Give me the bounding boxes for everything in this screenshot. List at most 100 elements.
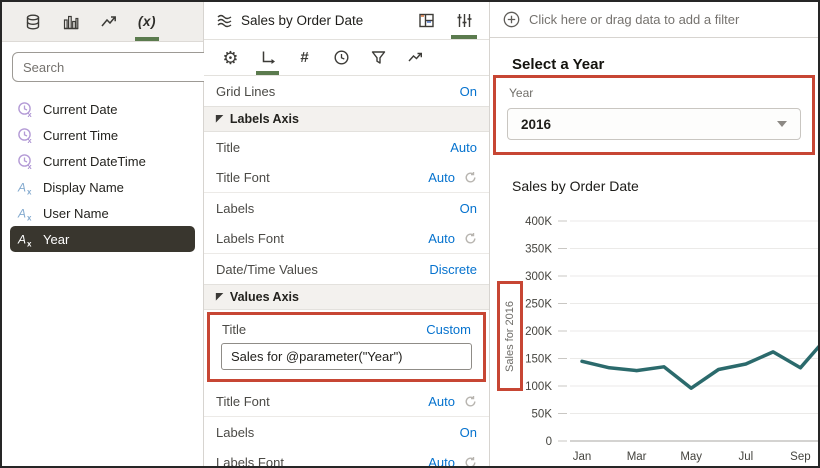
svg-text:Jul: Jul [738, 451, 753, 463]
filter-bar[interactable]: Click here or drag data to add a filter [490, 2, 818, 38]
line-chart: 0 50K 100K 150K 200K 250K 300K 350K 400K Jan Mar Ma… [525, 216, 818, 463]
clock-icon [334, 50, 349, 65]
layout-grid-icon [418, 13, 434, 28]
axis-title-input[interactable] [221, 343, 472, 370]
reset-font-icon[interactable] [464, 395, 477, 408]
parameter-item-display-name[interactable]: A x Display Name [10, 174, 195, 200]
search-row [2, 42, 210, 90]
svg-text:Mar: Mar [627, 451, 647, 463]
divider [204, 192, 489, 193]
parameters-x-icon: (x) [138, 14, 156, 29]
tab-date-time[interactable] [323, 40, 360, 75]
svg-text:x: x [28, 136, 33, 144]
svg-text:A: A [17, 206, 26, 220]
svg-text:400K: 400K [525, 216, 552, 228]
year-dropdown[interactable]: 2016 [507, 108, 801, 140]
prop-row-values-labels-font[interactable]: Labels Font Auto [204, 447, 489, 466]
clock-x-icon: x [17, 127, 34, 144]
grid-lines-value[interactable]: On [459, 83, 477, 99]
parameter-list: x Current Date x Current Time [2, 90, 203, 258]
prop-row-labels[interactable]: Labels On [216, 200, 477, 216]
add-filter-icon [503, 11, 520, 28]
svg-text:100K: 100K [525, 381, 552, 393]
search-input[interactable] [12, 52, 210, 82]
sidebar-tab-bar: (x) [2, 2, 203, 42]
svg-text:150K: 150K [525, 354, 552, 366]
line-chart-card[interactable]: Sales by Order Date 0 50K 100K 150K 200K 250K… [490, 171, 818, 466]
annotation-box-year-dropdown: Year 2016 [493, 75, 815, 155]
tab-filters[interactable] [360, 40, 397, 75]
database-icon [26, 14, 40, 29]
svg-text:x: x [27, 213, 32, 222]
reset-font-icon[interactable] [464, 456, 477, 466]
trend-line-icon [101, 15, 116, 26]
properties-list: Grid Lines On ◤ Labels Axis Title Auto T… [204, 76, 489, 466]
year-filter-heading: Select a Year [512, 56, 605, 73]
axis-icon [262, 51, 275, 64]
svg-text:x: x [27, 239, 32, 248]
tab-visualizations[interactable] [52, 2, 90, 41]
parameter-label: Year [43, 231, 70, 247]
funnel-icon [371, 51, 386, 64]
svg-text:0: 0 [546, 436, 552, 448]
prop-row-values-labels[interactable]: Labels On [216, 424, 477, 440]
divider [204, 253, 489, 254]
collapse-triangle-icon: ◤ [216, 112, 223, 123]
parameters-sidebar: (x) x Current Date [2, 2, 210, 466]
parameter-label: User Name [43, 205, 109, 221]
year-dropdown-label: Year [509, 86, 534, 100]
hash-icon: # [300, 49, 309, 66]
reset-font-icon[interactable] [464, 232, 477, 245]
parameter-label: Current Date [43, 101, 118, 117]
collapse-triangle-icon: ◤ [216, 290, 223, 301]
svg-text:250K: 250K [525, 299, 552, 311]
prop-row-values-title-font[interactable]: Title Font Auto [204, 386, 489, 416]
svg-text:x: x [28, 162, 33, 170]
tab-values[interactable]: # [286, 40, 323, 75]
parameter-label: Display Name [43, 179, 124, 195]
text-parameter-icon: A x [17, 231, 34, 248]
prop-row-title-font[interactable]: Title Font Auto [204, 162, 489, 192]
tab-parameters[interactable]: (x) [128, 2, 166, 41]
reset-font-icon[interactable] [464, 171, 477, 184]
tab-analytics[interactable] [90, 2, 128, 41]
parameter-item-current-datetime[interactable]: x Current DateTime [10, 148, 195, 174]
trend-line-icon [408, 52, 422, 62]
svg-text:A: A [17, 232, 26, 246]
parameter-label: Current DateTime [43, 153, 146, 169]
gear-icon: ⚙ [222, 47, 239, 68]
tab-analytics-props[interactable] [397, 40, 434, 75]
chart-title: Sales by Order Date [512, 178, 639, 194]
properties-panel: Sales by Order Date [204, 2, 490, 466]
tab-general[interactable]: ⚙ [212, 40, 249, 75]
svg-text:300K: 300K [525, 271, 552, 283]
parameter-label: Current Time [43, 127, 119, 143]
svg-text:Jan: Jan [573, 451, 592, 463]
tab-axis[interactable] [249, 40, 286, 75]
parameter-item-year[interactable]: A x Year [10, 226, 195, 252]
svg-text:Sep: Sep [790, 451, 810, 463]
prop-row-grid-lines[interactable]: Grid Lines On [216, 83, 477, 99]
prop-row-labels-font[interactable]: Labels Font Auto [204, 223, 489, 253]
prop-row-values-title[interactable]: Title Custom [222, 321, 471, 337]
annotation-box-axis-label: Sales for 2016 [497, 281, 523, 391]
properties-tab-bar: ⚙ # [204, 40, 489, 76]
parameter-item-user-name[interactable]: A x User Name [10, 200, 195, 226]
properties-header: Sales by Order Date [204, 2, 489, 40]
svg-text:A: A [17, 180, 26, 194]
grammar-panel-button[interactable] [411, 2, 441, 39]
sliders-icon [457, 14, 471, 27]
parameter-item-current-date[interactable]: x Current Date [10, 96, 195, 122]
viz-title: Sales by Order Date [241, 13, 364, 28]
tab-data[interactable] [14, 2, 52, 41]
chevron-down-icon [777, 121, 787, 127]
section-values-axis[interactable]: ◤ Values Axis [204, 284, 489, 310]
parameter-item-current-time[interactable]: x Current Time [10, 122, 195, 148]
section-labels-axis[interactable]: ◤ Labels Axis [204, 106, 489, 132]
year-dropdown-value: 2016 [521, 116, 552, 132]
properties-panel-button[interactable] [449, 2, 479, 39]
svg-text:350K: 350K [525, 244, 552, 256]
prop-row-datetime-values[interactable]: Date/Time Values Discrete [216, 261, 477, 277]
prop-row-title[interactable]: Title Auto [216, 139, 477, 155]
